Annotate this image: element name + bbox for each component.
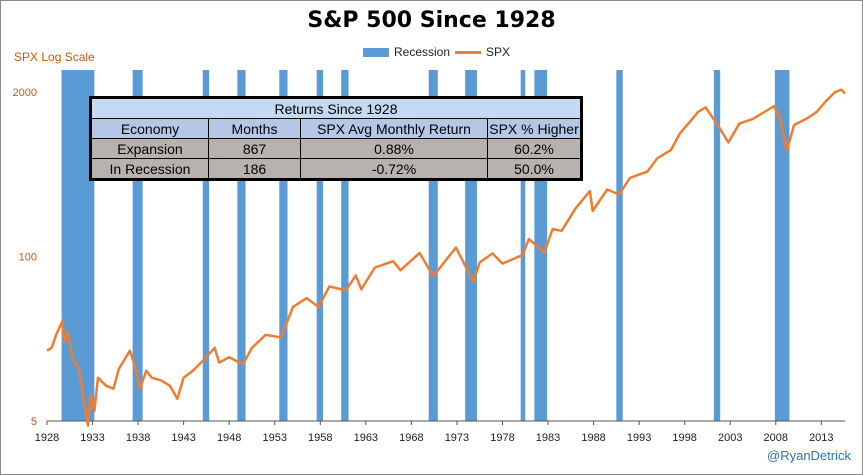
recession-bands [61,70,790,421]
x-tick-label: 1958 [308,432,332,444]
table-header-row: Economy Months SPX Avg Monthly Return SP… [90,118,582,139]
x-tick-label: 2008 [764,432,788,444]
table-title: Returns Since 1928 [90,97,582,119]
row-pct-higher: 60.2% [487,138,582,159]
x-tick-label: 1983 [536,432,560,444]
x-tick-label: 1928 [35,432,59,444]
recession-bar [316,70,324,421]
row-months: 867 [208,138,301,159]
recession-bar [465,70,477,421]
x-tick-label: 1978 [490,432,514,444]
recession-swatch [363,47,389,57]
recession-bar [616,70,623,421]
x-tick-label: 1973 [445,432,469,444]
y-tick-label: 5 [31,416,37,428]
credit-label: @RyanDetrick [767,448,851,463]
x-tick-label: 2003 [718,432,742,444]
legend-recession-label: Recession [394,45,451,59]
legend-recession: Recession [363,45,450,59]
recession-bar [520,70,526,421]
recession-bar [341,70,349,421]
returns-table: Returns Since 1928 Economy Months SPX Av… [89,96,583,181]
spx-series [46,88,846,427]
spx-swatch [455,50,481,54]
header-avg-return: SPX Avg Monthly Return [300,118,488,139]
spx-line [46,88,846,427]
axes: 1928 1933 1938 1943 1948 1953 1958 1963 1968 1973… [13,87,845,444]
y-tick-label: 100 [19,252,37,264]
recession-bar [774,70,790,421]
x-tick-label: 1953 [262,432,286,444]
x-tick-label: 1998 [672,432,696,444]
legend-spx: SPX [455,45,510,59]
x-tick-label: 1933 [80,432,104,444]
row-economy: Expansion [90,138,209,159]
y-axis-label: SPX Log Scale [14,50,95,64]
header-pct-higher: SPX % Higher [487,118,582,139]
x-tick-label: 1988 [581,432,605,444]
row-avg-return: -0.72% [300,158,488,180]
row-economy: In Recession [90,158,209,180]
x-tick-label: 1963 [354,432,378,444]
recession-bar [713,70,721,421]
chart-title: S&P 500 Since 1928 [307,8,556,33]
x-tick-label: 1948 [217,432,241,444]
x-tick-label: 1993 [627,432,651,444]
recession-bar [279,70,288,421]
x-tick-label: 2013 [809,432,833,444]
recession-bar [237,70,246,421]
x-tick-label: 1943 [171,432,195,444]
row-avg-return: 0.88% [300,138,488,159]
recession-bar [61,70,95,421]
header-months: Months [208,118,301,139]
header-economy: Economy [90,118,209,139]
row-months: 186 [208,158,301,180]
recession-bar [428,70,438,421]
row-pct-higher: 50.0% [487,158,582,180]
recession-bar [202,70,210,421]
x-tick-label: 1938 [126,432,150,444]
legend-spx-label: SPX [486,45,511,59]
table-row: In Recession 186 -0.72% 50.0% [90,158,582,180]
table-row: Expansion 867 0.88% 60.2% [90,138,582,159]
x-tick-label: 1968 [399,432,423,444]
recession-bar [132,70,143,421]
y-tick-label: 2000 [13,87,37,99]
